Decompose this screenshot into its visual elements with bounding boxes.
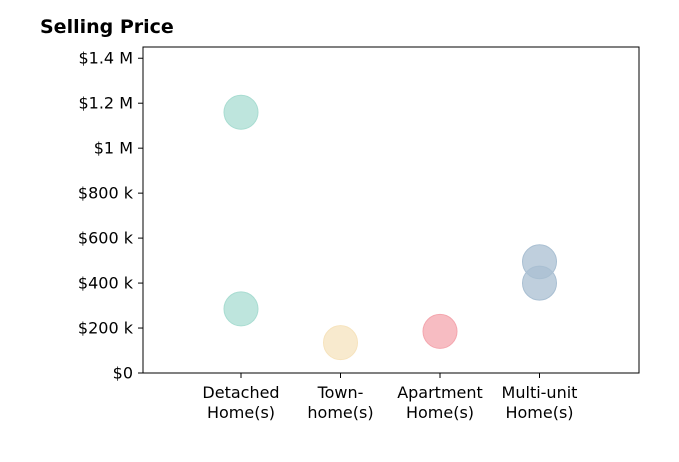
- plot-area: [142, 46, 640, 374]
- chart-title: Selling Price: [40, 16, 174, 38]
- x-tick-label: Town-home(s): [307, 383, 373, 422]
- y-tick-label: $0: [113, 364, 133, 383]
- y-tick-label: $1.2 M: [78, 94, 133, 113]
- y-tick-label: $800 k: [78, 184, 134, 203]
- y-tick-label: $400 k: [78, 274, 134, 293]
- data-point: [422, 313, 458, 349]
- x-tick-label: Multi-unit Home(s): [502, 383, 578, 422]
- plot-frame: [142, 46, 640, 374]
- data-point: [223, 94, 259, 130]
- data-point: [323, 325, 358, 361]
- x-tick-label: Apartment Home(s): [397, 383, 483, 422]
- data-points: [223, 94, 557, 361]
- y-tick-label: $200 k: [78, 319, 134, 338]
- y-tick-label: $600 k: [78, 229, 134, 248]
- x-tick-label: Detached Home(s): [202, 383, 279, 422]
- data-point: [522, 265, 557, 301]
- x-axis: Detached Home(s) Town-home(s) Apartment Home…: [202, 373, 577, 422]
- y-axis: $0 $200 k $400 k $600 k $800 k $1 M $1.2 M $1.4…: [78, 49, 143, 383]
- y-tick-label: $1.4 M: [78, 49, 133, 68]
- y-tick-label: $1 M: [94, 139, 133, 158]
- data-point: [223, 291, 259, 327]
